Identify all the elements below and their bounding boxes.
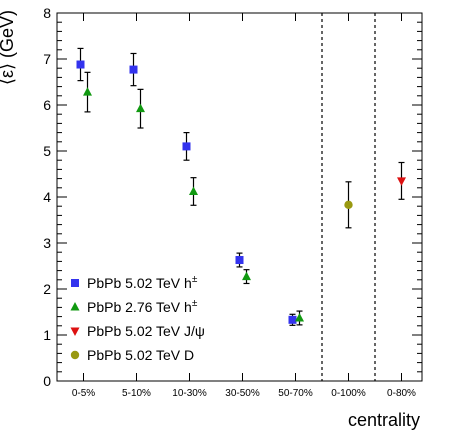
data-point xyxy=(83,87,92,96)
legend-marker xyxy=(71,279,79,287)
y-tick-label: 0 xyxy=(43,373,51,389)
x-tick-label: 5-10% xyxy=(122,388,151,399)
y-tick-label: 7 xyxy=(43,51,51,67)
data-point xyxy=(295,312,304,322)
legend-entry: PbPb 5.02 TeV J/ψ xyxy=(87,323,205,339)
x-tick-label: 30-50% xyxy=(225,388,260,399)
y-tick-label: 3 xyxy=(43,235,51,251)
legend-entry: PbPb 2.76 TeV h± xyxy=(87,298,198,315)
y-axis-title: ⟨ε⟩ (GeV) xyxy=(0,10,17,85)
data-point xyxy=(397,177,406,186)
x-tick-label: 0-80% xyxy=(387,388,416,399)
legend-marker xyxy=(70,327,80,336)
y-tick-label: 2 xyxy=(43,281,51,297)
data-point xyxy=(189,186,198,195)
data-point xyxy=(129,65,138,74)
y-tick-label: 5 xyxy=(43,143,51,159)
data-point xyxy=(242,271,251,281)
y-tick-label: 4 xyxy=(43,189,51,205)
data-point xyxy=(76,60,85,69)
y-tick-label: 6 xyxy=(43,97,51,113)
legend: PbPb 5.02 TeV h± PbPb 2.76 TeV h± PbPb 5.0… xyxy=(70,274,205,363)
x-tick-label: 10-30% xyxy=(172,388,207,399)
y-tick-label: 8 xyxy=(43,5,51,21)
plot-area: 0 1 2 3 4 5 6 7 8 0-5% 5-10% 10-30% 30-50% 50-70% 0-10… xyxy=(43,5,423,399)
legend-marker xyxy=(70,302,80,311)
legend-marker xyxy=(70,350,80,360)
legend-entry: PbPb 5.02 TeV D xyxy=(87,347,194,363)
data-point xyxy=(182,142,191,151)
x-tick-label: 50-70% xyxy=(278,388,313,399)
data-point xyxy=(344,200,353,210)
x-tick-label: 0-5% xyxy=(72,388,95,399)
y-tick-label: 1 xyxy=(43,327,51,343)
x-tick-label: 0-100% xyxy=(331,388,366,399)
legend-entry: PbPb 5.02 TeV h± xyxy=(87,274,198,291)
data-point xyxy=(235,256,244,265)
x-axis-title: centrality xyxy=(348,410,420,430)
data-point xyxy=(288,315,297,324)
data-point xyxy=(136,103,145,113)
